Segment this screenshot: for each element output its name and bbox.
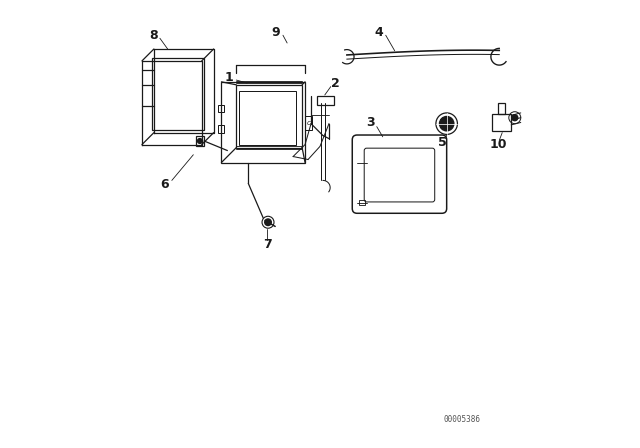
Bar <box>196 136 204 146</box>
Text: 5: 5 <box>438 136 447 149</box>
Bar <box>221 82 305 163</box>
Text: 3: 3 <box>367 116 375 129</box>
Text: 1: 1 <box>225 71 234 84</box>
Bar <box>218 125 225 133</box>
Text: 00005386: 00005386 <box>443 414 480 424</box>
Bar <box>317 95 333 104</box>
Text: 2: 2 <box>331 77 339 90</box>
Bar <box>498 103 505 114</box>
Text: 9: 9 <box>271 26 280 39</box>
Bar <box>218 104 225 112</box>
Bar <box>236 85 302 147</box>
Bar <box>492 114 511 131</box>
Text: 8: 8 <box>150 29 158 42</box>
Text: 6: 6 <box>161 178 169 191</box>
Circle shape <box>440 116 454 131</box>
Circle shape <box>198 138 202 143</box>
Text: 7: 7 <box>263 238 272 251</box>
Bar <box>152 58 204 129</box>
Text: 10: 10 <box>490 138 507 151</box>
Bar <box>305 116 312 129</box>
Bar <box>359 200 365 205</box>
Text: c: c <box>307 120 310 126</box>
Text: 4: 4 <box>374 26 383 39</box>
Circle shape <box>512 115 518 121</box>
Circle shape <box>265 219 271 225</box>
Bar <box>239 91 296 145</box>
